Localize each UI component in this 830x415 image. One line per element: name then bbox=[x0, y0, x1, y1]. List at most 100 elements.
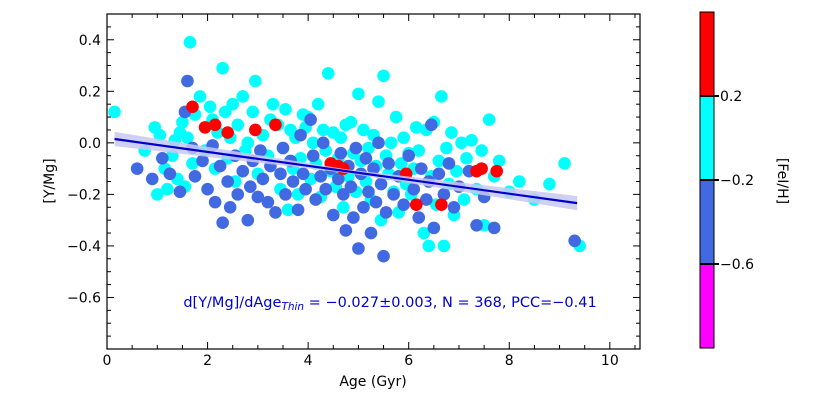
data-point bbox=[299, 182, 312, 196]
annotation-prefix: d[Y/Mg]/dAge bbox=[183, 295, 281, 311]
data-point bbox=[435, 198, 448, 211]
data-point bbox=[198, 121, 212, 134]
y-tick-label: 0.0 bbox=[79, 136, 101, 152]
data-point bbox=[432, 167, 446, 181]
data-point bbox=[367, 162, 380, 175]
data-point bbox=[387, 188, 400, 201]
data-point bbox=[568, 234, 581, 248]
data-point bbox=[347, 211, 360, 224]
data-point bbox=[246, 105, 260, 119]
data-point bbox=[407, 182, 421, 196]
data-point bbox=[475, 162, 488, 175]
axis-ticks: 0 2 4 6 8 10 0.4 0.2 0.0 −0.2 −0.4 −0.6 bbox=[67, 13, 640, 369]
data-point bbox=[362, 185, 375, 199]
colorbar-tick-label: −0.6 bbox=[720, 257, 754, 273]
data-point bbox=[221, 126, 234, 139]
data-point bbox=[213, 159, 227, 173]
data-point bbox=[186, 157, 199, 170]
data-point bbox=[334, 131, 348, 144]
data-point bbox=[221, 175, 234, 188]
data-point bbox=[276, 141, 290, 155]
data-point bbox=[357, 123, 370, 137]
data-point bbox=[163, 167, 177, 181]
colorbar-segment bbox=[700, 264, 714, 348]
data-point bbox=[326, 208, 340, 222]
data-point bbox=[236, 164, 250, 178]
data-point bbox=[181, 131, 194, 144]
data-point bbox=[457, 193, 471, 206]
data-point bbox=[450, 164, 463, 178]
data-point bbox=[241, 213, 255, 227]
data-point bbox=[513, 175, 526, 188]
data-point bbox=[352, 87, 365, 101]
data-point bbox=[279, 188, 292, 201]
data-point bbox=[417, 226, 431, 240]
data-point bbox=[409, 198, 423, 211]
data-point bbox=[203, 100, 217, 114]
data-point bbox=[216, 61, 229, 75]
data-point bbox=[425, 118, 438, 132]
data-point bbox=[482, 113, 496, 126]
data-point bbox=[364, 226, 378, 240]
data-point bbox=[208, 118, 222, 132]
data-point bbox=[309, 193, 322, 206]
colorbar: 0.2 −0.2 −0.6 bbox=[699, 11, 754, 349]
data-point bbox=[244, 180, 257, 193]
colorbar-segment bbox=[700, 12, 714, 96]
data-point bbox=[306, 136, 320, 150]
data-point bbox=[447, 200, 461, 214]
x-tick-label: 2 bbox=[203, 353, 212, 369]
data-point bbox=[394, 157, 408, 170]
y-axis-label: [Y/Mg] bbox=[42, 158, 58, 203]
data-point bbox=[412, 211, 426, 224]
data-point bbox=[241, 136, 255, 150]
y-tick-label: 0.2 bbox=[79, 84, 101, 100]
data-point bbox=[339, 224, 353, 237]
fit-annotation: d[Y/Mg]/dAgeThin = −0.027±0.003, N = 368… bbox=[183, 295, 596, 313]
data-point bbox=[208, 195, 222, 209]
data-point bbox=[153, 128, 167, 142]
data-point bbox=[291, 203, 305, 217]
annotation-suffix: = −0.027±0.003, N = 368, PCC=−0.41 bbox=[304, 295, 597, 311]
data-point bbox=[188, 170, 202, 183]
colorbar-tick-label: 0.2 bbox=[720, 89, 742, 105]
data-point bbox=[412, 144, 426, 157]
data-point bbox=[231, 188, 245, 201]
y-tick-label: −0.4 bbox=[67, 239, 101, 255]
data-point bbox=[465, 133, 478, 147]
data-point bbox=[437, 239, 451, 253]
data-point bbox=[173, 185, 187, 199]
data-point bbox=[304, 113, 317, 126]
data-point bbox=[344, 115, 358, 129]
data-point bbox=[419, 193, 433, 206]
data-point bbox=[306, 149, 320, 163]
data-point bbox=[445, 126, 458, 139]
annotation-subscript: Thin bbox=[281, 301, 304, 313]
data-point bbox=[558, 157, 571, 170]
data-point bbox=[349, 141, 363, 155]
data-point bbox=[156, 152, 169, 165]
x-axis-label: Age (Gyr) bbox=[339, 374, 406, 390]
data-point bbox=[334, 146, 348, 160]
data-point bbox=[266, 97, 280, 111]
colorbar-segment bbox=[700, 96, 714, 180]
colorbar-tick-label: −0.2 bbox=[720, 173, 754, 189]
data-point bbox=[352, 242, 365, 255]
data-point bbox=[218, 105, 232, 119]
data-point bbox=[422, 239, 436, 253]
data-point bbox=[543, 177, 556, 191]
data-point bbox=[359, 152, 373, 165]
data-point bbox=[397, 198, 410, 211]
data-point bbox=[269, 118, 282, 132]
data-point bbox=[108, 105, 121, 119]
data-point bbox=[186, 100, 199, 114]
data-point bbox=[377, 69, 390, 83]
fit-line bbox=[114, 137, 578, 205]
data-point bbox=[161, 182, 174, 196]
data-point bbox=[150, 188, 164, 201]
data-point bbox=[337, 200, 350, 214]
data-point bbox=[372, 136, 385, 150]
colorbar-label: [FeI/H] bbox=[774, 158, 790, 204]
data-point bbox=[294, 128, 307, 142]
